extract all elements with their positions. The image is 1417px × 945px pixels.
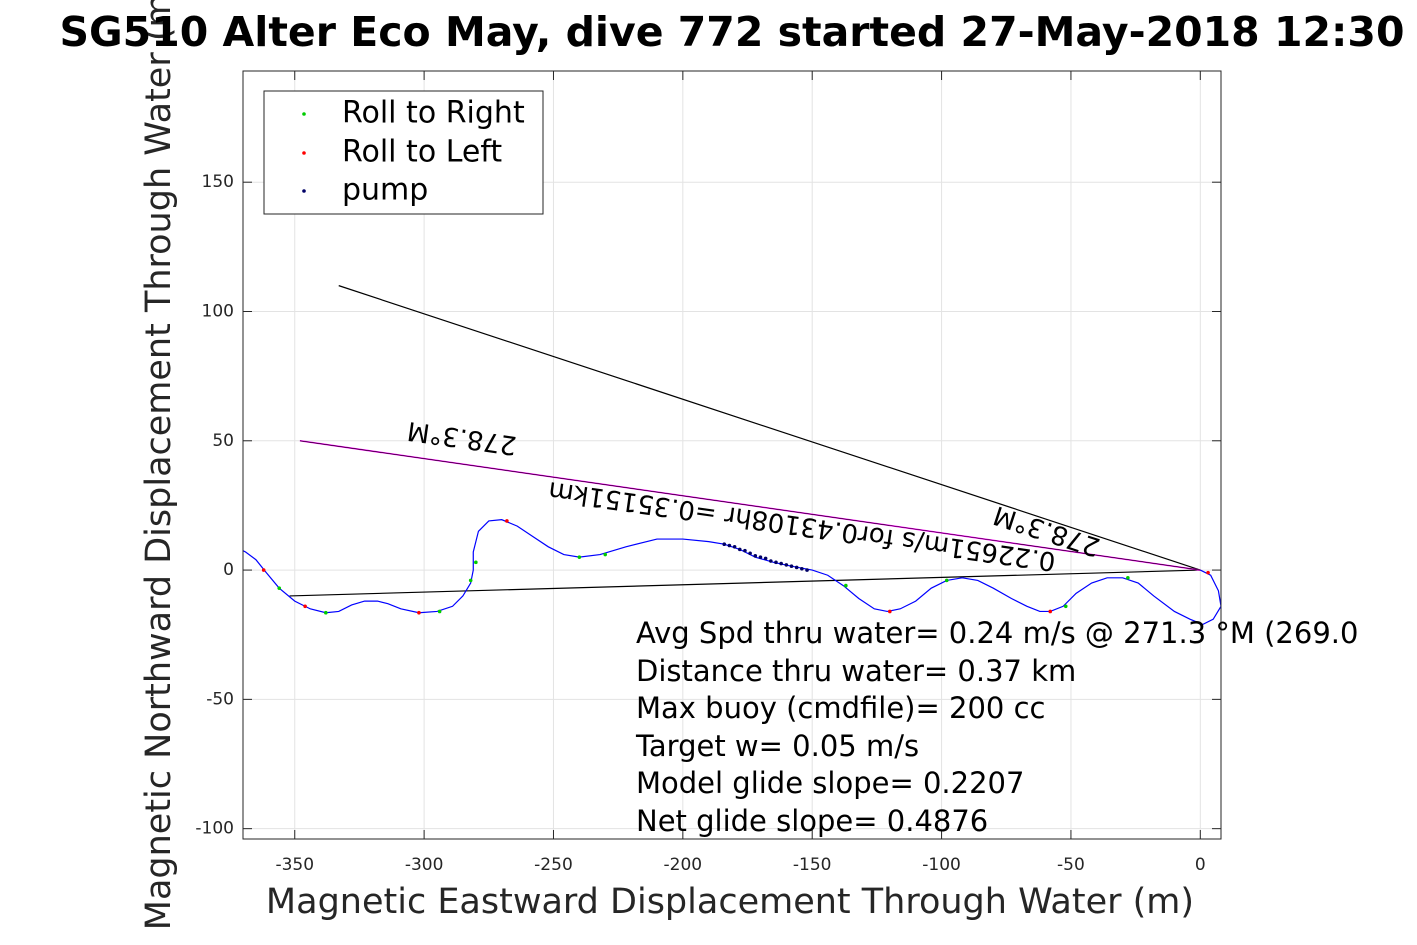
roll-left-point xyxy=(505,519,509,523)
plot-frame xyxy=(242,70,1222,840)
legend: Roll to Right Roll to Left pump xyxy=(263,90,544,215)
x-axis-label: Magnetic Eastward Displacement Through W… xyxy=(266,882,1194,922)
y-tick-label: -50 xyxy=(206,689,234,709)
stats-line: Net glide slope= 0.4876 xyxy=(636,804,988,838)
roll-right-point xyxy=(577,555,582,559)
legend-marker-pump xyxy=(302,189,306,193)
pump-point xyxy=(779,561,783,566)
x-tick-label: -350 xyxy=(275,855,314,875)
roll-left-point xyxy=(303,604,307,609)
roll-left-point xyxy=(261,568,266,572)
roll-right-point xyxy=(277,586,282,590)
chart-title: SG510 Alter Eco May, dive 772 started 27… xyxy=(60,8,1405,56)
pump-point xyxy=(774,560,778,565)
y-tick-label: 100 xyxy=(202,301,234,321)
x-tick-label: -100 xyxy=(922,855,961,875)
pump-point xyxy=(727,543,732,548)
roll-right-point xyxy=(603,552,608,557)
pump-point xyxy=(732,544,737,549)
pump-point xyxy=(789,564,794,568)
pump-point xyxy=(794,565,799,570)
legend-box xyxy=(263,90,544,215)
roll-right-point xyxy=(944,578,949,583)
current-line xyxy=(289,569,1201,597)
stats-block: Avg Spd thru water= 0.24 m/s @ 271.3 °M … xyxy=(635,616,1358,838)
stats-line: Target w= 0.05 m/s xyxy=(635,729,919,763)
roll-right-point xyxy=(474,560,478,565)
x-tick-label: -250 xyxy=(534,855,573,875)
stats-line: Model glide slope= 0.2207 xyxy=(636,766,1024,800)
y-tick-label: -100 xyxy=(195,819,234,839)
legend-label-pump: pump xyxy=(342,173,428,208)
pump-point xyxy=(753,554,758,558)
pump-point xyxy=(722,542,727,547)
plot-content xyxy=(243,285,1221,626)
roll-right-point xyxy=(323,610,328,615)
axis-ticks: -350 -300 -250 -200 -150 -100 -50 0 -100 -50 0 50 10… xyxy=(195,71,1221,875)
pump-point xyxy=(805,568,809,572)
x-tick-label: -300 xyxy=(405,855,444,875)
y-tick-label: 0 xyxy=(223,560,234,580)
legend-marker-roll-left xyxy=(302,151,306,155)
stats-line: Distance thru water= 0.37 km xyxy=(636,654,1076,688)
legend-label-roll-right: Roll to Right xyxy=(342,96,525,131)
roll-left-point xyxy=(1206,570,1210,575)
x-tick-label: -150 xyxy=(793,855,832,875)
pump-point xyxy=(784,563,789,567)
roll-right-point xyxy=(1063,604,1068,609)
x-tick-label: 0 xyxy=(1195,855,1206,875)
pump-point xyxy=(763,556,768,561)
markers xyxy=(261,519,1210,615)
roll-left-point xyxy=(417,610,421,615)
pump-point xyxy=(758,555,763,559)
grid xyxy=(243,71,1221,839)
pump-point xyxy=(800,566,804,571)
roll-right-point xyxy=(437,609,442,614)
legend-marker-roll-right xyxy=(302,112,306,116)
pump-point xyxy=(769,559,773,563)
y-axis-label: Magnetic Northward Displacement Through … xyxy=(139,0,179,930)
pump-point xyxy=(737,547,742,552)
y-tick-label: 50 xyxy=(212,431,234,451)
stats-line: Avg Spd thru water= 0.24 m/s @ 271.3 °M … xyxy=(636,616,1358,650)
roll-right-point xyxy=(1126,576,1130,580)
roll-right-point xyxy=(468,578,473,583)
y-tick-label: 150 xyxy=(202,172,234,192)
course-line xyxy=(338,285,1201,571)
x-tick-label: -200 xyxy=(664,855,703,875)
pump-point xyxy=(748,551,752,556)
x-tick-label: -50 xyxy=(1057,855,1085,875)
stats-line: Max buoy (cmdfile)= 200 cc xyxy=(636,691,1045,725)
roll-right-point xyxy=(844,583,848,588)
roll-left-point xyxy=(888,609,892,614)
legend-label-roll-left: Roll to Left xyxy=(342,135,502,170)
heading-line-inner xyxy=(299,440,1201,571)
roll-left-point xyxy=(1048,609,1053,614)
pump-point xyxy=(743,548,747,553)
